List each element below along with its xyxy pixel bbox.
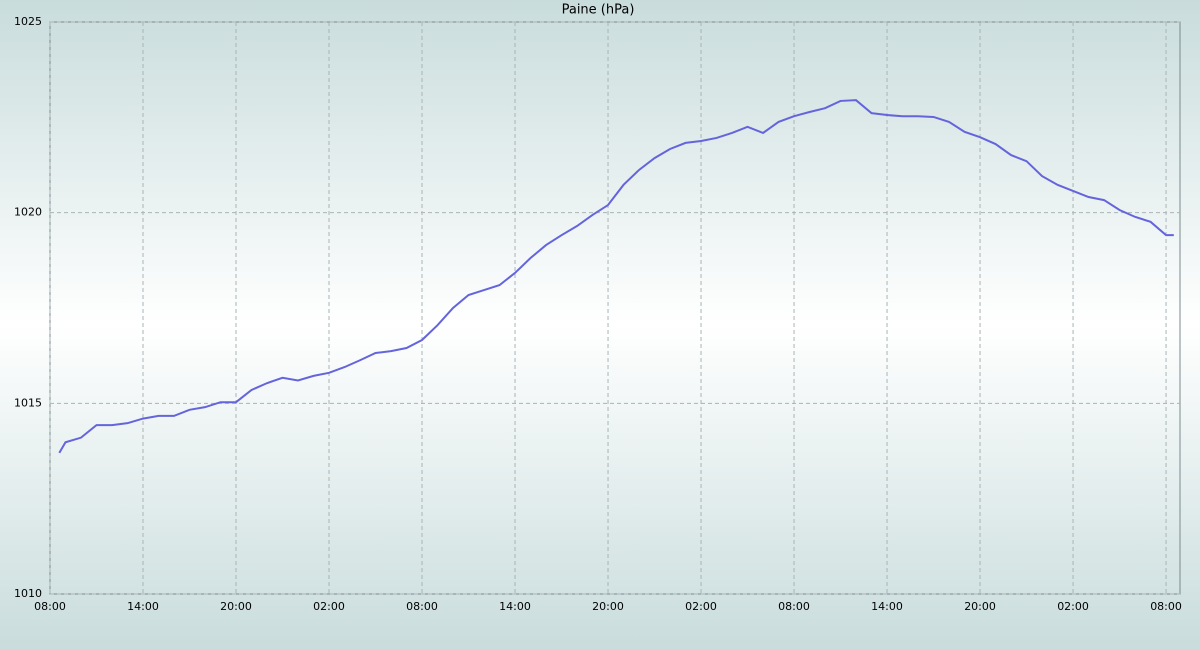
chart-title: Paine (hPa) bbox=[562, 3, 635, 18]
x-tick-label: 08:00 bbox=[1150, 600, 1182, 613]
x-tick-label: 20:00 bbox=[964, 600, 996, 613]
y-tick-label: 1020 bbox=[14, 206, 42, 219]
x-tick-label: 08:00 bbox=[406, 600, 438, 613]
data-line bbox=[58, 99, 1174, 454]
y-tick-label: 1025 bbox=[14, 15, 42, 28]
x-tick-label: 02:00 bbox=[1057, 600, 1089, 613]
x-tick-label: 02:00 bbox=[685, 600, 717, 613]
x-tick-label: 02:00 bbox=[313, 600, 345, 613]
x-tick-label: 08:00 bbox=[778, 600, 810, 613]
plot-frame bbox=[49, 21, 1181, 595]
x-tick-label: 20:00 bbox=[220, 600, 252, 613]
x-tick-label: 14:00 bbox=[871, 600, 903, 613]
x-tick-label: 14:00 bbox=[499, 600, 531, 613]
x-tick-label: 14:00 bbox=[127, 600, 159, 613]
x-tick-label: 20:00 bbox=[592, 600, 624, 613]
x-tick-label: 08:00 bbox=[34, 600, 66, 613]
y-tick-label: 1015 bbox=[14, 396, 42, 409]
y-tick-label: 1010 bbox=[14, 587, 42, 600]
